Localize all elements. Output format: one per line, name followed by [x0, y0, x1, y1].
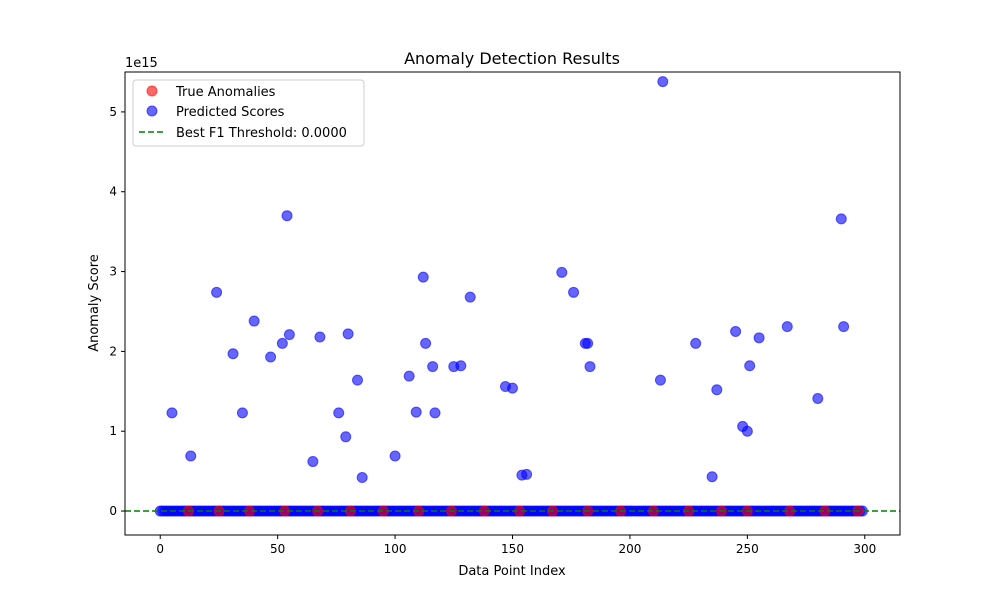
predicted-point [835, 213, 847, 225]
predicted-point [356, 472, 368, 484]
legend-marker-true-anomalies [146, 85, 158, 97]
predicted-point [166, 407, 178, 419]
x-tick-label: 300 [853, 542, 876, 556]
predicted-point [314, 331, 326, 343]
legend-marker-predicted-scores [146, 105, 158, 117]
predicted-point [211, 286, 223, 298]
legend: True Anomalies Predicted Scores Best F1 … [132, 79, 365, 147]
predicted-point [556, 266, 568, 278]
predicted-point [781, 321, 793, 333]
plot-marks [125, 76, 900, 517]
predicted-point [706, 471, 718, 483]
predicted-point [657, 76, 669, 88]
predicted-point [417, 271, 429, 283]
predicted-point [464, 291, 476, 303]
predicted-point [340, 431, 352, 443]
predicted-point [227, 348, 239, 360]
y-axis-label: Anomaly Score [87, 254, 102, 352]
y-tick-label: 5 [109, 105, 117, 119]
predicted-point [248, 315, 260, 327]
legend-label-predicted-scores: Predicted Scores [176, 105, 285, 120]
y-tick-label: 3 [109, 265, 117, 279]
predicted-point [741, 425, 753, 437]
predicted-point [333, 407, 345, 419]
x-axis-label: Data Point Index [458, 564, 566, 579]
predicted-point [389, 450, 401, 462]
predicted-point [582, 337, 594, 349]
legend-label-threshold: Best F1 Threshold: 0.0000 [176, 126, 347, 141]
predicted-point [812, 392, 824, 404]
predicted-point [185, 450, 197, 462]
predicted-point [753, 332, 765, 344]
plot-frame [124, 71, 901, 536]
predicted-point [429, 407, 441, 419]
predicted-point [283, 329, 295, 341]
predicted-point [584, 361, 596, 373]
predicted-point [744, 360, 756, 372]
predicted-point [521, 468, 533, 480]
x-tick-label: 0 [156, 542, 164, 556]
predicted-point [236, 407, 248, 419]
x-tick-label: 50 [270, 542, 285, 556]
axes-ticks: 0 50 100 150 200 250 300 0 1 2 3 4 5 [109, 105, 876, 556]
predicted-point [507, 382, 518, 394]
predicted-point [276, 337, 288, 349]
x-tick-label: 100 [384, 542, 407, 556]
predicted-point [410, 406, 422, 418]
chart-title: Anomaly Detection Results [404, 49, 620, 68]
predicted-point [342, 328, 354, 340]
predicted-point [690, 337, 702, 349]
predicted-point [838, 321, 850, 333]
y-tick-label: 4 [109, 185, 117, 199]
predicted-point [711, 384, 723, 396]
predicted-point [568, 286, 580, 298]
x-tick-label: 250 [736, 542, 759, 556]
predicted-point [265, 351, 277, 363]
predicted-point [352, 374, 363, 386]
predicted-point [420, 337, 432, 349]
y-tick-label: 2 [109, 344, 117, 358]
predicted-point [455, 360, 467, 372]
predicted-point [281, 210, 293, 222]
x-tick-label: 150 [501, 542, 524, 556]
predicted-point [654, 374, 666, 386]
y-tick-label: 1 [109, 424, 117, 438]
legend-box [132, 79, 365, 147]
y-tick-label: 0 [109, 504, 117, 518]
x-tick-label: 200 [618, 542, 641, 556]
predicted-point [307, 456, 319, 468]
y-multiplier-label: 1e15 [125, 56, 158, 71]
predicted-point [730, 325, 742, 337]
legend-label-true-anomalies: True Anomalies [175, 85, 276, 100]
predicted-point [403, 370, 415, 382]
predicted-point [427, 361, 439, 373]
